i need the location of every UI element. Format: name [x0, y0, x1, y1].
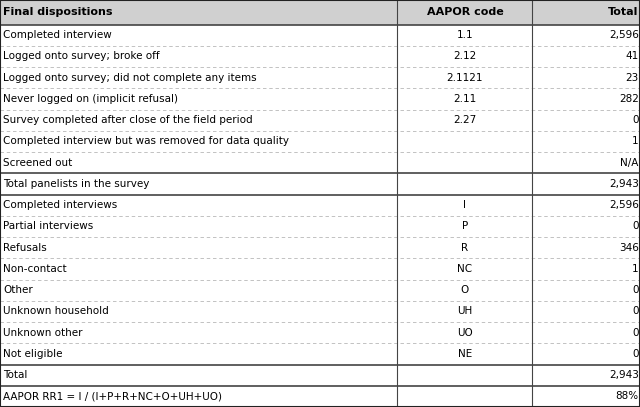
- Text: 0: 0: [632, 328, 639, 338]
- Text: 0: 0: [632, 115, 639, 125]
- Text: 2,943: 2,943: [609, 179, 639, 189]
- Text: 2.11: 2.11: [453, 94, 476, 104]
- Text: 2.27: 2.27: [453, 115, 476, 125]
- Text: 1: 1: [632, 136, 639, 147]
- Text: 41: 41: [625, 52, 639, 61]
- Text: Other: Other: [3, 285, 33, 295]
- Text: 346: 346: [619, 243, 639, 253]
- Text: Screened out: Screened out: [3, 158, 72, 168]
- Text: Logged onto survey; broke off: Logged onto survey; broke off: [3, 52, 160, 61]
- Text: NE: NE: [458, 349, 472, 359]
- Text: UH: UH: [457, 306, 472, 316]
- Text: Total panelists in the survey: Total panelists in the survey: [3, 179, 150, 189]
- Text: N/A: N/A: [620, 158, 639, 168]
- Text: Unknown household: Unknown household: [3, 306, 109, 316]
- Text: 2.12: 2.12: [453, 52, 476, 61]
- Text: Final dispositions: Final dispositions: [3, 7, 113, 18]
- Text: Survey completed after close of the field period: Survey completed after close of the fiel…: [3, 115, 253, 125]
- Bar: [0, 0, 640, 25]
- Text: Not eligible: Not eligible: [3, 349, 63, 359]
- Text: 0: 0: [632, 306, 639, 316]
- Text: Total: Total: [609, 7, 639, 18]
- Text: AAPOR RR1 = I / (I+P+R+NC+O+UH+UO): AAPOR RR1 = I / (I+P+R+NC+O+UH+UO): [3, 392, 222, 401]
- Text: Non-contact: Non-contact: [3, 264, 67, 274]
- Text: 1: 1: [632, 264, 639, 274]
- Text: Completed interview but was removed for data quality: Completed interview but was removed for …: [3, 136, 289, 147]
- Text: Never logged on (implicit refusal): Never logged on (implicit refusal): [3, 94, 178, 104]
- Text: 23: 23: [625, 73, 639, 83]
- Text: 88%: 88%: [616, 392, 639, 401]
- Text: P: P: [461, 221, 468, 232]
- Text: 0: 0: [632, 285, 639, 295]
- Text: Completed interviews: Completed interviews: [3, 200, 118, 210]
- Text: Unknown other: Unknown other: [3, 328, 83, 338]
- Text: UO: UO: [457, 328, 472, 338]
- Text: R: R: [461, 243, 468, 253]
- Text: Partial interviews: Partial interviews: [3, 221, 93, 232]
- Text: AAPOR code: AAPOR code: [428, 7, 504, 18]
- Text: Total: Total: [3, 370, 28, 380]
- Text: Completed interview: Completed interview: [3, 30, 112, 40]
- Text: Refusals: Refusals: [3, 243, 47, 253]
- Text: 2,596: 2,596: [609, 30, 639, 40]
- Text: NC: NC: [457, 264, 472, 274]
- Text: I: I: [463, 200, 466, 210]
- Text: 2.1121: 2.1121: [446, 73, 483, 83]
- Text: 2,596: 2,596: [609, 200, 639, 210]
- Text: Logged onto survey; did not complete any items: Logged onto survey; did not complete any…: [3, 73, 257, 83]
- Text: 2,943: 2,943: [609, 370, 639, 380]
- Text: 282: 282: [619, 94, 639, 104]
- Text: 1.1: 1.1: [456, 30, 473, 40]
- Text: 0: 0: [632, 349, 639, 359]
- Text: O: O: [461, 285, 468, 295]
- Text: 0: 0: [632, 221, 639, 232]
